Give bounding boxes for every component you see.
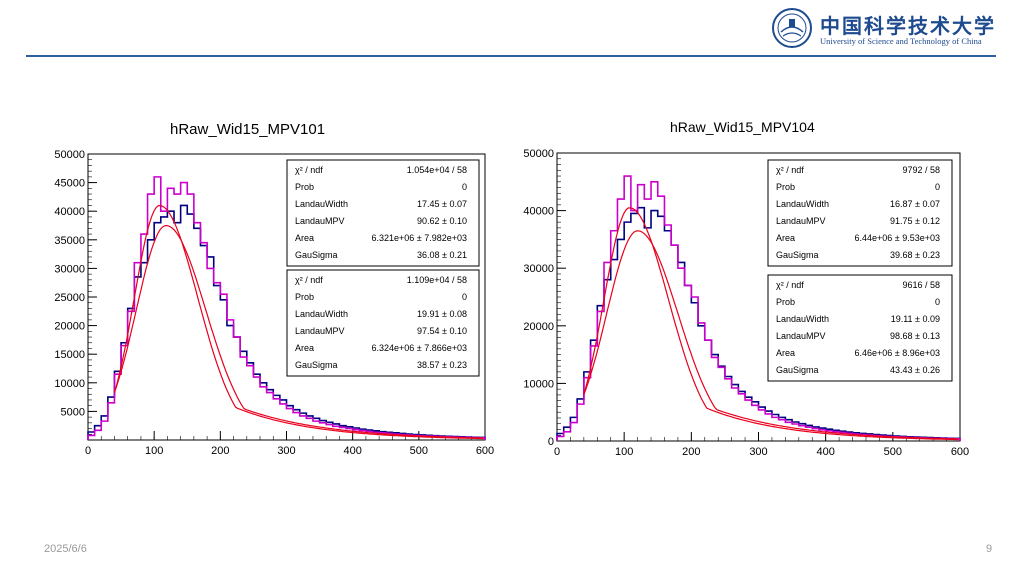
- stats-value: 1.109e+04 / 58: [407, 275, 467, 285]
- x-tick-label: 300: [277, 445, 295, 457]
- stats-value: 91.75 ± 0.12: [890, 216, 940, 226]
- stats-value: 97.54 ± 0.10: [417, 326, 467, 336]
- x-tick-label: 400: [343, 445, 361, 457]
- y-tick-label: 20000: [523, 321, 554, 333]
- y-tick-label: 50000: [54, 149, 85, 161]
- stats-label: Prob: [776, 182, 795, 192]
- stats-value: 36.08 ± 0.21: [417, 250, 467, 260]
- x-tick-label: 400: [816, 446, 834, 458]
- stats-value: 17.45 ± 0.07: [417, 199, 467, 209]
- stats-value: 0: [935, 297, 940, 307]
- y-tick-label: 10000: [523, 378, 554, 390]
- stats-value: 6.46e+06 ± 8.96e+03: [854, 348, 940, 358]
- stats-value: 1.054e+04 / 58: [407, 165, 467, 175]
- stats-value: 9792 / 58: [902, 165, 940, 175]
- x-tick-label: 500: [884, 446, 902, 458]
- y-tick-label: 40000: [54, 206, 85, 218]
- stats-label: LandauWidth: [776, 199, 829, 209]
- stats-value: 38.57 ± 0.23: [417, 360, 467, 370]
- stats-label: χ² / ndf: [776, 165, 804, 175]
- stats-label: LandauWidth: [295, 309, 348, 319]
- university-logo: 中国科学技术大学 University of Science and Techn…: [772, 8, 1002, 50]
- stats-label: Area: [295, 233, 314, 243]
- stats-label: Area: [295, 343, 314, 353]
- histogram-chart-mpv104: hRaw_Wid15_MPV10401000020000300004000050…: [523, 119, 969, 458]
- x-tick-label: 100: [145, 445, 163, 457]
- stats-value: 9616 / 58: [902, 280, 940, 290]
- stats-box: [286, 159, 480, 267]
- y-tick-label: 20000: [54, 321, 85, 333]
- x-tick-label: 200: [211, 445, 229, 457]
- stats-label: χ² / ndf: [295, 275, 323, 285]
- chart-title: hRaw_Wid15_MPV104: [670, 119, 815, 135]
- x-tick-label: 0: [554, 446, 560, 458]
- stats-label: Prob: [776, 297, 795, 307]
- stats-value: 98.68 ± 0.13: [890, 331, 940, 341]
- y-tick-label: 30000: [54, 263, 85, 275]
- footer-date: 2025/6/6: [44, 543, 87, 555]
- y-tick-label: 5000: [61, 406, 85, 418]
- y-tick-label: 30000: [523, 263, 554, 275]
- stats-label: LandauWidth: [776, 314, 829, 324]
- stats-value: 6.321e+06 ± 7.982e+03: [371, 233, 467, 243]
- x-tick-label: 200: [682, 446, 700, 458]
- x-tick-label: 100: [615, 446, 633, 458]
- header-divider: [26, 55, 996, 57]
- x-tick-label: 0: [85, 445, 91, 457]
- stats-box: [286, 269, 480, 377]
- stats-box: [767, 274, 953, 382]
- fit-curve-1: [583, 207, 959, 441]
- fit-curve-1: [113, 204, 484, 440]
- stats-value: 0: [935, 182, 940, 192]
- y-tick-label: 10000: [54, 378, 85, 390]
- x-tick-label: 600: [951, 446, 969, 458]
- stats-label: LandauWidth: [295, 199, 348, 209]
- stats-value: 19.11 ± 0.09: [891, 314, 940, 324]
- stats-label: GauSigma: [776, 365, 819, 375]
- stats-label: GauSigma: [295, 250, 338, 260]
- y-tick-label: 35000: [54, 235, 85, 247]
- y-tick-label: 15000: [54, 349, 85, 361]
- page-number: 9: [986, 543, 993, 555]
- stats-label: GauSigma: [776, 250, 819, 260]
- x-tick-label: 500: [410, 445, 428, 457]
- stats-value: 16.87 ± 0.07: [890, 199, 940, 209]
- stats-label: Prob: [295, 292, 314, 302]
- university-name-cn: 中国科学技术大学: [820, 14, 996, 38]
- y-tick-label: 25000: [54, 292, 85, 304]
- x-tick-label: 300: [749, 446, 767, 458]
- stats-value: 0: [462, 182, 467, 192]
- fit-curve-2: [113, 224, 484, 439]
- stats-box: [767, 159, 953, 267]
- chart-title: hRaw_Wid15_MPV101: [170, 121, 325, 138]
- y-tick-label: 0: [548, 436, 554, 448]
- stats-label: LandauMPV: [295, 326, 345, 336]
- stats-value: 39.68 ± 0.23: [890, 250, 940, 260]
- stats-value: 6.44e+06 ± 9.53e+03: [854, 233, 940, 243]
- y-tick-label: 40000: [523, 206, 554, 218]
- stats-value: 43.43 ± 0.26: [890, 365, 940, 375]
- stats-value: 0: [462, 292, 467, 302]
- histogram-chart-mpv101: hRaw_Wid15_MPV10150001000015000200002500…: [54, 121, 494, 457]
- y-tick-label: 45000: [54, 178, 85, 190]
- fit-curve-2: [583, 230, 959, 440]
- stats-label: Prob: [295, 182, 314, 192]
- stats-label: Area: [776, 233, 795, 243]
- y-tick-label: 50000: [523, 148, 554, 160]
- stats-label: χ² / ndf: [776, 280, 804, 290]
- stats-label: LandauMPV: [776, 331, 826, 341]
- stats-label: χ² / ndf: [295, 165, 323, 175]
- stats-value: 19.91 ± 0.08: [417, 309, 467, 319]
- university-name-en: University of Science and Technology of …: [820, 36, 982, 46]
- stats-label: GauSigma: [295, 360, 338, 370]
- stats-value: 90.62 ± 0.10: [417, 216, 467, 226]
- x-tick-label: 600: [476, 445, 494, 457]
- stats-label: LandauMPV: [776, 216, 826, 226]
- stats-label: LandauMPV: [295, 216, 345, 226]
- stats-value: 6.324e+06 ± 7.866e+03: [371, 343, 467, 353]
- stats-label: Area: [776, 348, 795, 358]
- university-seal-icon: [772, 8, 812, 48]
